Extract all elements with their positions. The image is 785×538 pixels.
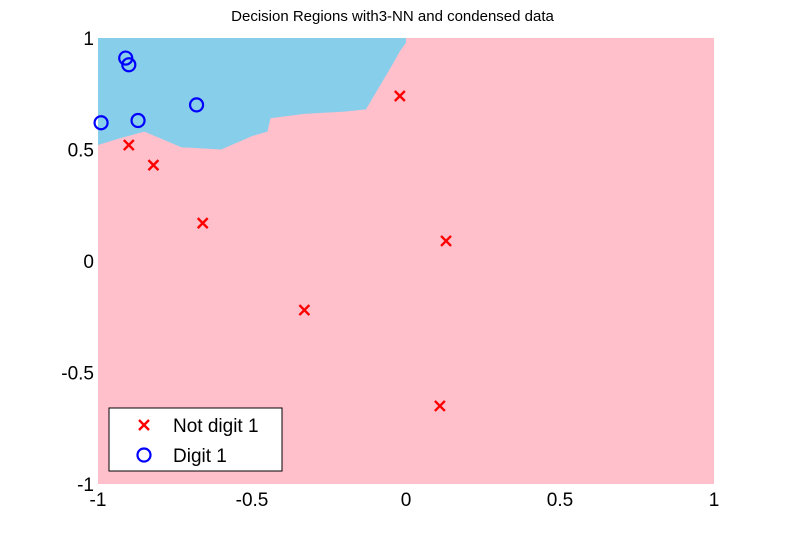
not-digit-1-point: [122, 139, 135, 151]
data-markers: [93, 50, 452, 412]
x-tick-label: 1: [709, 490, 720, 511]
digit-1-decision-region: [98, 38, 406, 150]
x-tick-label: 0.5: [547, 490, 573, 511]
legend-box: [108, 407, 283, 472]
x-marker-stroke: [434, 400, 446, 412]
legend-label-not-digit-1: Not digit 1: [173, 416, 259, 437]
digit-1-point: [130, 112, 146, 129]
not-digit-1-point: [434, 400, 446, 412]
y-tick-label: 0.5: [68, 141, 94, 162]
legend-o-marker: [136, 447, 152, 463]
x-marker-stroke: [196, 217, 209, 229]
not-digit-1-point: [440, 235, 452, 247]
digit-1-point: [188, 97, 205, 113]
y-tick-label: 1: [83, 29, 94, 50]
not-digit-1-point: [196, 217, 209, 229]
y-tick-label: -1: [77, 475, 94, 496]
not-digit-1-point: [393, 90, 406, 102]
x-marker-stroke: [298, 304, 311, 316]
digit-1-point: [93, 115, 109, 131]
legend-marker-digit-1: [136, 447, 152, 463]
not-digit-1-point: [147, 159, 160, 171]
x-tick-label: -0.5: [236, 490, 269, 511]
legend-x-marker: [138, 419, 150, 431]
x-tick-label: -1: [90, 490, 107, 511]
chart-title: Decision Regions with3-NN and condensed …: [231, 8, 554, 25]
x-marker-stroke: [440, 235, 452, 247]
y-tick-label: 0: [83, 252, 94, 273]
x-marker-stroke: [122, 139, 135, 151]
axis-ticks: -1 -0.5 0 0.5 1 -1 -0.5 0 0.5 1: [61, 29, 719, 511]
x-marker-stroke: [138, 419, 150, 431]
not-digit-1-point: [298, 304, 311, 316]
x-marker-stroke: [393, 90, 406, 102]
y-tick-label: -0.5: [61, 364, 94, 385]
x-tick-label: 0: [401, 490, 412, 511]
digit-1-point: [121, 57, 137, 73]
legend-label-digit-1: Digit 1: [173, 446, 227, 467]
legend: Not digit 1 Digit 1: [108, 407, 283, 472]
x-marker-stroke: [147, 159, 160, 171]
legend-marker-not-digit-1: [138, 419, 150, 431]
